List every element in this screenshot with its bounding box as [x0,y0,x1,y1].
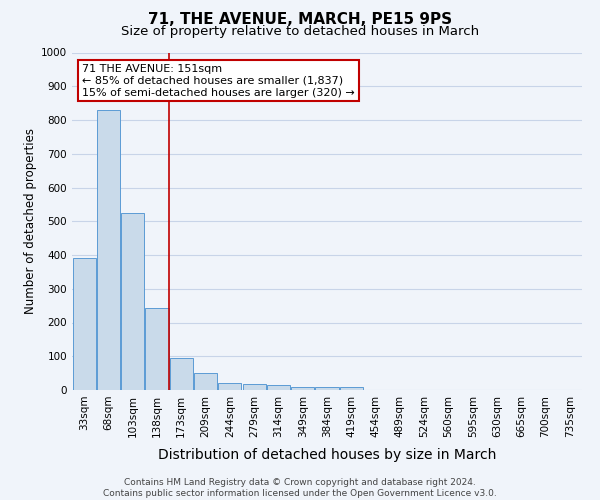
Bar [97,110,120,390]
Bar [170,358,193,390]
Bar [73,258,95,390]
Y-axis label: Number of detached properties: Number of detached properties [24,128,37,314]
Bar [242,384,266,390]
Bar [316,388,338,390]
Bar [340,388,363,390]
Bar [194,373,217,390]
Bar [145,308,169,390]
Text: Contains HM Land Registry data © Crown copyright and database right 2024.
Contai: Contains HM Land Registry data © Crown c… [103,478,497,498]
Bar [267,386,290,390]
Text: 71, THE AVENUE, MARCH, PE15 9PS: 71, THE AVENUE, MARCH, PE15 9PS [148,12,452,28]
X-axis label: Distribution of detached houses by size in March: Distribution of detached houses by size … [158,448,496,462]
Bar [121,213,144,390]
Bar [291,386,314,390]
Bar [218,382,241,390]
Text: Size of property relative to detached houses in March: Size of property relative to detached ho… [121,25,479,38]
Text: 71 THE AVENUE: 151sqm
← 85% of detached houses are smaller (1,837)
15% of semi-d: 71 THE AVENUE: 151sqm ← 85% of detached … [82,64,355,98]
